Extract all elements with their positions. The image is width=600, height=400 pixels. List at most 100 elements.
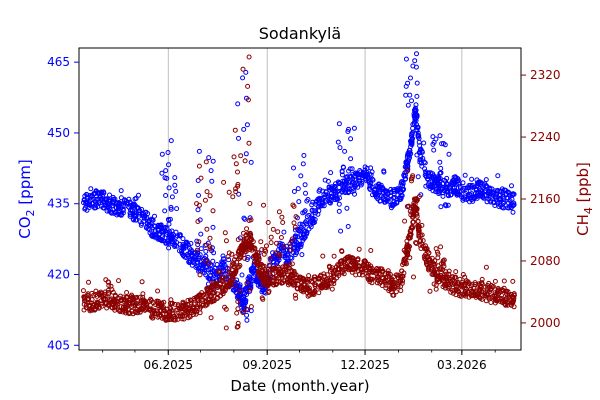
ch4-point (414, 213, 420, 219)
ch4-point (81, 301, 87, 307)
ch4-point (259, 295, 265, 301)
ch4-point (417, 242, 423, 248)
ch4-point (193, 311, 199, 317)
co2-point (405, 102, 411, 108)
co2-point (400, 187, 406, 192)
ch4-point (204, 189, 210, 195)
ch4-point (428, 259, 434, 265)
co2-point (398, 195, 404, 201)
co2-point (172, 244, 178, 249)
ch4-point (232, 127, 238, 133)
co2-points (81, 51, 517, 323)
ch4-point (202, 258, 208, 264)
ch4-point (329, 286, 335, 292)
co2-point (412, 105, 418, 111)
ch4-point (407, 208, 413, 214)
ch4-point (293, 214, 299, 220)
co2-point (173, 188, 179, 194)
co2-point (177, 232, 183, 238)
ch4-point (199, 293, 205, 299)
ch4-point (440, 284, 446, 290)
ch4-point (505, 302, 511, 308)
co2-point (206, 276, 212, 282)
co2-point (466, 185, 472, 191)
ch4-point (278, 235, 284, 240)
co2-point (210, 258, 216, 264)
co2-point (345, 129, 351, 134)
co2-point (243, 298, 249, 303)
ch4-point (356, 246, 362, 252)
co2-point (198, 231, 204, 237)
ch4-point (230, 271, 236, 277)
ch4-point (234, 310, 240, 316)
co2-point (304, 218, 310, 224)
co2-point (130, 208, 135, 214)
ch4-point (403, 250, 409, 256)
co2-point (136, 192, 141, 198)
co2-point (158, 225, 164, 231)
co2-point (423, 183, 429, 189)
ch4-point (505, 289, 511, 295)
ch4-point (301, 281, 307, 287)
ch4-point (98, 298, 104, 304)
ch4-point (502, 299, 508, 305)
ch4-point (393, 272, 399, 278)
co2-point (88, 186, 94, 192)
co2-point (295, 186, 301, 192)
ch4-point (124, 290, 130, 295)
ch4-point (210, 285, 216, 291)
co2-point (403, 83, 409, 89)
ch4-point (411, 219, 416, 225)
x-tick-label: 03.2026 (437, 358, 487, 372)
co2-point (166, 245, 172, 251)
co2-point (84, 192, 90, 198)
ch4-point (255, 253, 261, 259)
co2-point (414, 124, 420, 130)
co2-point (467, 199, 473, 205)
ch4-point (383, 285, 389, 291)
co2-point (163, 168, 169, 174)
co2-point (188, 247, 194, 253)
ch4-point (89, 307, 95, 313)
co2-point (170, 239, 176, 245)
ch4-point (247, 244, 253, 250)
ch4-point (453, 279, 459, 285)
co2-point (195, 207, 201, 213)
ch4-point (293, 295, 299, 301)
co2-point (203, 260, 209, 266)
y-right-tick-label: 2080 (530, 254, 561, 268)
ch4-point (89, 297, 95, 303)
ch4-point (210, 208, 216, 214)
y-right-tick-label: 2000 (530, 316, 561, 330)
ch4-point (168, 300, 173, 306)
ch4-point (99, 303, 105, 309)
co2-point (133, 195, 139, 201)
co2-point (472, 191, 478, 197)
co2-point (303, 190, 308, 196)
co2-point (477, 187, 483, 193)
co2-point (298, 241, 304, 247)
ch4-point (287, 241, 293, 247)
ch4-point (339, 248, 345, 254)
ch4-point (229, 262, 235, 268)
ch4-point (237, 288, 243, 294)
ch4-point (336, 273, 342, 278)
ch4-point (381, 279, 387, 285)
ch4-point (115, 299, 121, 305)
co2-point (483, 183, 489, 189)
co2-point (212, 265, 218, 271)
ch4-point (116, 278, 121, 284)
ch4-point (426, 264, 432, 269)
ch4-point (408, 225, 414, 231)
co2-point (366, 178, 372, 184)
ch4-point (91, 292, 97, 298)
co2-point (210, 158, 216, 164)
co2-point (477, 180, 483, 186)
x-axis-label: Date (month.year) (230, 377, 369, 395)
ch4-point (274, 281, 279, 287)
ch4-point (374, 266, 380, 271)
ch4-point (510, 278, 516, 284)
co2-point (414, 127, 420, 133)
ch4-point (207, 246, 213, 252)
